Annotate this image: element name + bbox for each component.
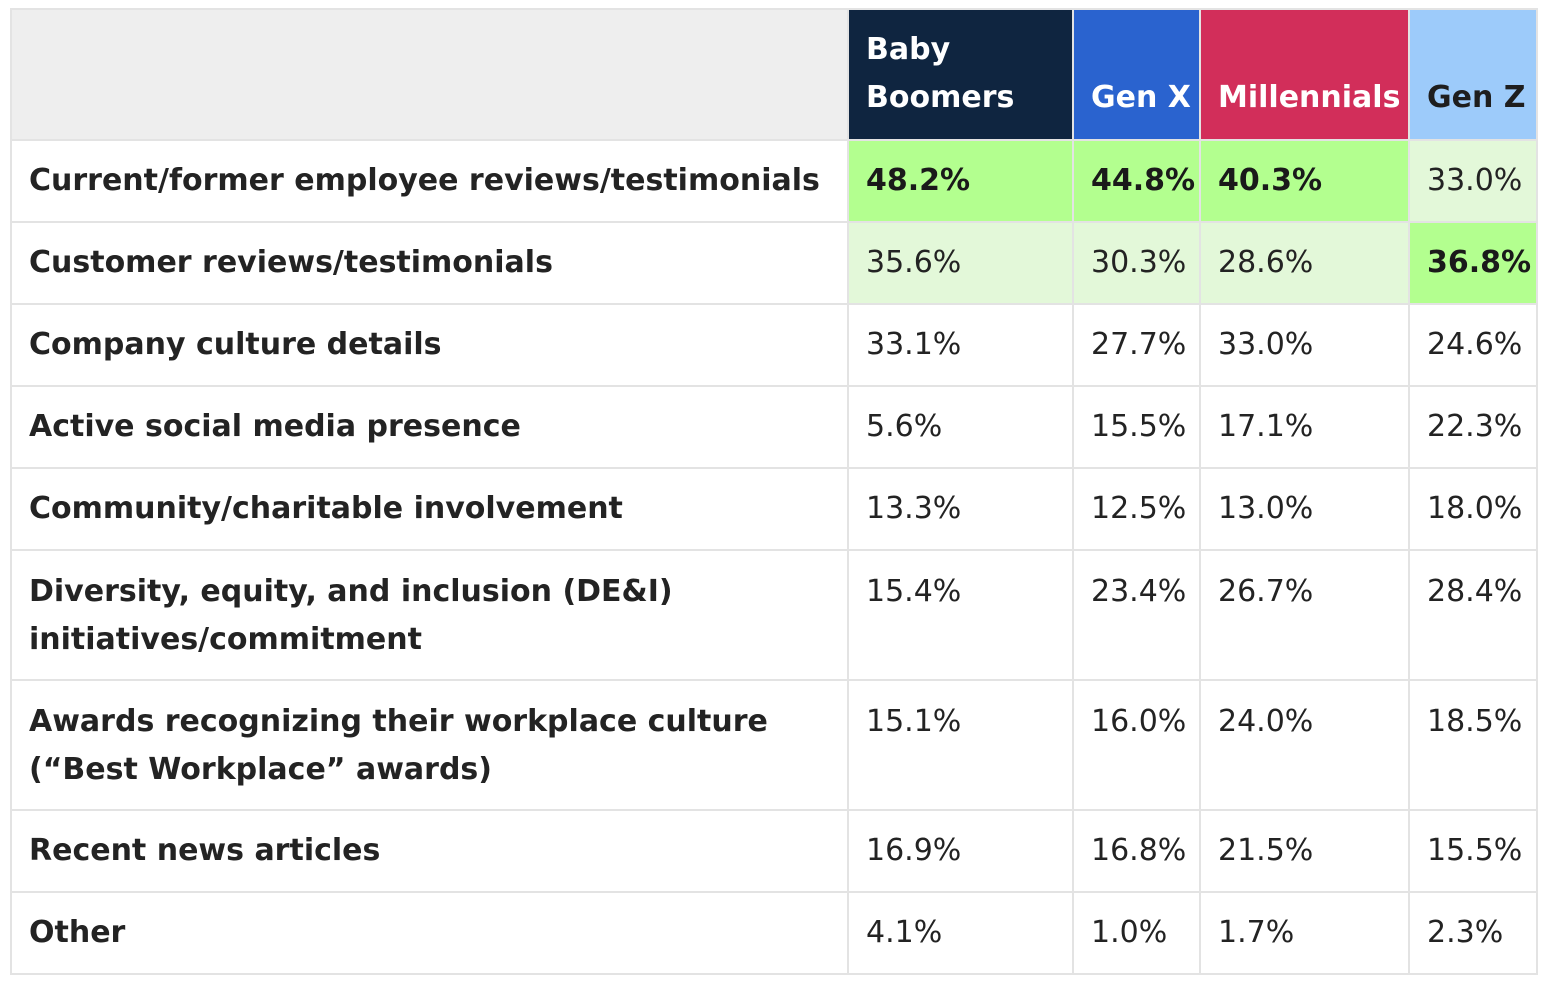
value-cell: 23.4% xyxy=(1072,549,1201,681)
table-row: Company culture details 33.1% 27.7% 33.0% 24… xyxy=(10,303,1538,387)
header-row: Baby Boomers Gen X Millennials Gen Z xyxy=(10,8,1538,141)
value-cell: 28.4% xyxy=(1408,549,1538,681)
value-cell: 13.0% xyxy=(1199,467,1410,551)
column-header-label: Gen X xyxy=(1091,80,1191,115)
table-row: Diversity, equity, and inclusion (DE&I) … xyxy=(10,549,1538,681)
table-row: Other 4.1% 1.0% 1.7% 2.3% xyxy=(10,891,1538,975)
value-cell: 15.5% xyxy=(1408,809,1538,893)
value-cell: 15.5% xyxy=(1072,385,1201,469)
row-label: Other xyxy=(10,891,849,975)
row-label: Recent news articles xyxy=(10,809,849,893)
value-cell: 12.5% xyxy=(1072,467,1201,551)
value-cell: 35.6% xyxy=(847,221,1074,305)
value-cell: 1.7% xyxy=(1199,891,1410,975)
value-cell: 33.0% xyxy=(1199,303,1410,387)
value-cell: 26.7% xyxy=(1199,549,1410,681)
table-row: Active social media presence 5.6% 15.5% 17.… xyxy=(10,385,1538,469)
value-cell: 40.3% xyxy=(1199,139,1410,223)
table-header: Baby Boomers Gen X Millennials Gen Z xyxy=(10,8,1538,141)
value-cell: 17.1% xyxy=(1199,385,1410,469)
column-header-gen-z: Gen Z xyxy=(1408,8,1538,141)
column-header-gen-x: Gen X xyxy=(1072,8,1201,141)
value-cell: 33.0% xyxy=(1408,139,1538,223)
row-label: Company culture details xyxy=(10,303,849,387)
table-row: Customer reviews/testimonials 35.6% 30.3% 2… xyxy=(10,221,1538,305)
value-cell: 15.1% xyxy=(847,679,1074,811)
table-row: Current/former employee reviews/testimon… xyxy=(10,139,1538,223)
value-cell: 44.8% xyxy=(1072,139,1201,223)
value-cell: 27.7% xyxy=(1072,303,1201,387)
value-cell: 16.9% xyxy=(847,809,1074,893)
row-label: Diversity, equity, and inclusion (DE&I) … xyxy=(10,549,849,681)
value-cell: 5.6% xyxy=(847,385,1074,469)
column-header-label: Millennials xyxy=(1218,80,1401,115)
value-cell: 15.4% xyxy=(847,549,1074,681)
value-cell: 24.6% xyxy=(1408,303,1538,387)
value-cell: 1.0% xyxy=(1072,891,1201,975)
value-cell: 33.1% xyxy=(847,303,1074,387)
value-cell: 4.1% xyxy=(847,891,1074,975)
value-cell: 36.8% xyxy=(1408,221,1538,305)
column-header-label: Baby Boomers xyxy=(866,32,1015,115)
row-label: Active social media presence xyxy=(10,385,849,469)
header-corner-cell xyxy=(10,8,849,141)
row-label: Current/former employee reviews/testimon… xyxy=(10,139,849,223)
value-cell: 18.0% xyxy=(1408,467,1538,551)
table-row: Awards recognizing their workplace cultu… xyxy=(10,679,1538,811)
value-cell: 21.5% xyxy=(1199,809,1410,893)
table-body: Current/former employee reviews/testimon… xyxy=(10,139,1538,975)
value-cell: 18.5% xyxy=(1408,679,1538,811)
column-header-label: Gen Z xyxy=(1427,80,1526,115)
row-label: Customer reviews/testimonials xyxy=(10,221,849,305)
generations-comparison-table: Baby Boomers Gen X Millennials Gen Z Cur… xyxy=(10,8,1538,975)
value-cell: 2.3% xyxy=(1408,891,1538,975)
row-label: Community/charitable involvement xyxy=(10,467,849,551)
value-cell: 22.3% xyxy=(1408,385,1538,469)
table-row: Recent news articles 16.9% 16.8% 21.5% 15.5% xyxy=(10,809,1538,893)
row-label: Awards recognizing their workplace cultu… xyxy=(10,679,849,811)
value-cell: 28.6% xyxy=(1199,221,1410,305)
value-cell: 16.8% xyxy=(1072,809,1201,893)
column-header-baby-boomers: Baby Boomers xyxy=(847,8,1074,141)
value-cell: 48.2% xyxy=(847,139,1074,223)
value-cell: 24.0% xyxy=(1199,679,1410,811)
column-header-millennials: Millennials xyxy=(1199,8,1410,141)
value-cell: 30.3% xyxy=(1072,221,1201,305)
value-cell: 13.3% xyxy=(847,467,1074,551)
table-row: Community/charitable involvement 13.3% 12.… xyxy=(10,467,1538,551)
value-cell: 16.0% xyxy=(1072,679,1201,811)
